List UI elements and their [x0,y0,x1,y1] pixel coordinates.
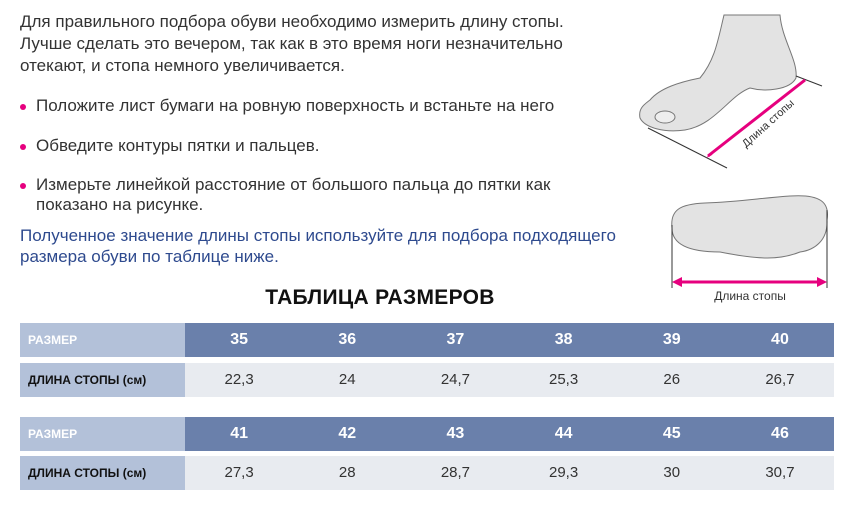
length-cell: 29,3 [549,464,579,481]
length-cell: 28 [338,464,356,481]
size-cell: 35 [230,331,248,348]
size-cell: 36 [338,331,357,348]
size-cell: 41 [230,425,248,442]
length-cell: 25,3 [549,371,579,388]
bullet-icon [20,104,26,110]
size-cell: 43 [446,425,465,442]
length-cell: 24 [338,371,356,388]
intro-text: Для правильного подбора обуви необходимо… [20,12,564,75]
length-cell: 30 [663,464,681,481]
size-cell: 42 [338,425,357,442]
instruction-text: Положите лист бумаги на ровную поверхнос… [36,96,555,115]
instruction-item: Положите лист бумаги на ровную поверхнос… [20,96,600,116]
sole-length-label: Длина стопы [714,289,786,303]
size-cell: 46 [771,425,789,442]
size-row: РАЗМЕР 35 36 37 38 39 40 [20,323,834,357]
length-cell: 26 [663,371,681,388]
size-cell: 37 [446,331,465,348]
size-label: РАЗМЕР [20,417,185,451]
size-cell: 40 [771,331,789,348]
size-cell: 45 [662,425,681,442]
length-cell: 30,7 [765,464,795,481]
length-cell: 24,7 [440,371,471,388]
length-row: ДЛИНА СТОПЫ (см) 27,3 28 28,7 29,3 30 30… [20,456,834,490]
instruction-text: Обведите контуры пятки и пальцев. [36,136,320,155]
length-cell: 27,3 [224,464,254,481]
foot-side-illustration: Длина стопы [639,14,823,169]
length-row: ДЛИНА СТОПЫ (см) 22,3 24 24,7 25,3 26 26… [20,363,834,397]
bullet-icon [20,144,26,150]
length-cell: 22,3 [224,371,254,388]
bullet-icon [20,183,26,189]
size-label: РАЗМЕР [20,323,185,357]
instruction-text: Измерьте линейкой расстояние от большого… [36,175,551,214]
size-cell: 44 [554,425,573,442]
length-cell: 28,7 [440,464,471,481]
size-cell: 39 [662,331,681,348]
instruction-item: Обведите контуры пятки и пальцев. [20,136,600,156]
instruction-item: Измерьте линейкой расстояние от большого… [20,175,600,215]
size-cell: 38 [554,331,573,348]
note-text: Полученное значение длины стопы использу… [20,226,616,266]
size-table-title: ТАБЛИЦА РАЗМЕРОВ [265,286,495,309]
length-label: ДЛИНА СТОПЫ (см) [20,456,185,490]
length-label: ДЛИНА СТОПЫ (см) [20,363,185,397]
size-row: РАЗМЕР 41 42 43 44 45 46 [20,417,834,451]
foot-sole-illustration: Длина стопы [671,195,829,303]
length-cell: 26,7 [765,371,795,388]
